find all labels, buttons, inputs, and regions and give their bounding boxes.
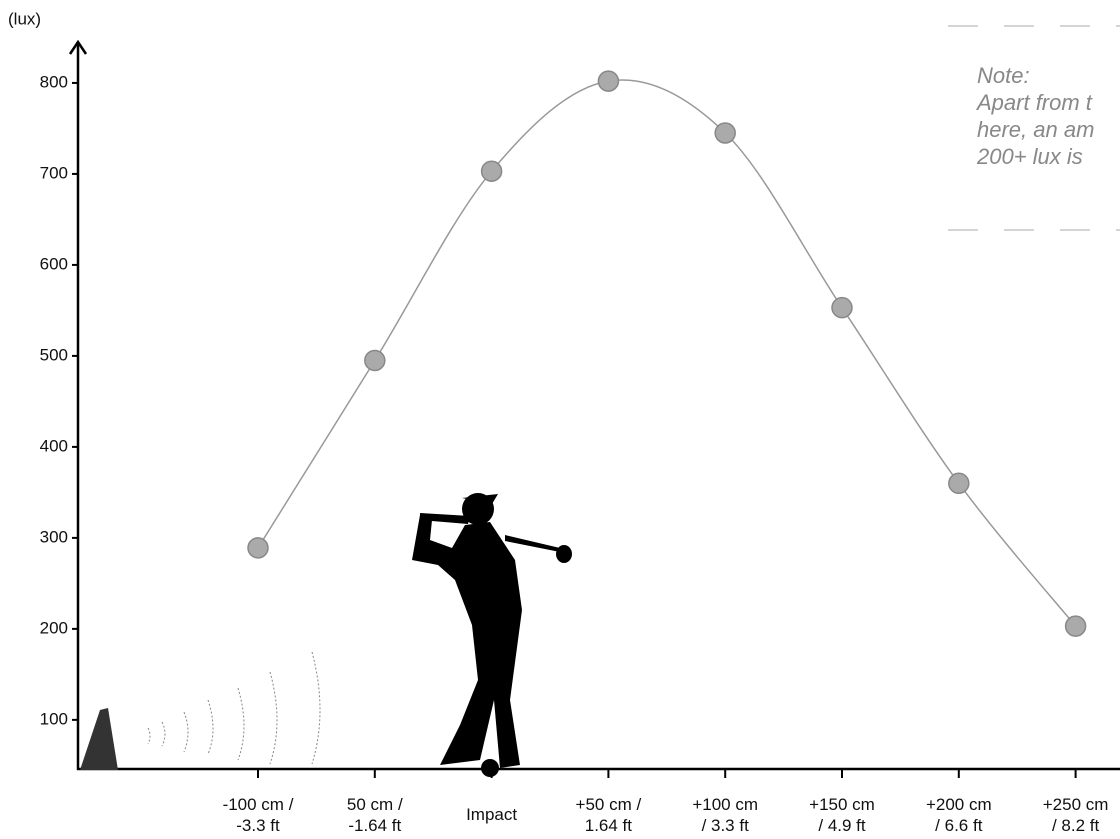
y-axis-label: (lux)	[8, 9, 41, 28]
golfer	[412, 493, 572, 777]
x-tick-label: +250 cm / 8.2 ft	[1021, 794, 1120, 836]
y-tick-label: 800	[40, 72, 68, 91]
y-tick-label: 700	[40, 163, 68, 182]
y-tick-label: 200	[40, 618, 68, 637]
x-tick-label: +200 cm / 6.6 ft	[904, 794, 1014, 836]
point	[832, 298, 852, 318]
x-tick-label: +50 cm / 1.64 ft	[553, 794, 663, 836]
light-icon	[80, 652, 320, 770]
note-line: Note:	[977, 62, 1094, 89]
point	[949, 473, 969, 493]
y-tick-label: 600	[40, 254, 68, 273]
note-line: Apart from t	[977, 89, 1094, 116]
y-tick-label: 400	[40, 436, 68, 455]
x-tick-label: -100 cm / -3.3 ft	[203, 794, 313, 836]
x-tick-label: +100 cm / 3.3 ft	[670, 794, 780, 836]
point	[248, 538, 268, 558]
note-line: here, an am	[977, 116, 1094, 143]
point	[365, 350, 385, 370]
x-tick-label: +150 cm / 4.9 ft	[787, 794, 897, 836]
point	[1066, 616, 1086, 636]
chart-svg: (lux) 100 200 300 400 500 600 700 800	[0, 0, 1120, 839]
point	[715, 123, 735, 143]
x-tick-label: 50 cm / -1.64 ft	[320, 794, 430, 836]
y-tick-label: 500	[40, 345, 68, 364]
chart: (lux) 100 200 300 400 500 600 700 800 Note:Apar…	[0, 0, 1120, 839]
x-tick-label: Impact	[437, 804, 547, 825]
y-tick-label: 100	[40, 709, 68, 728]
note-line: 200+ lux is	[977, 143, 1094, 170]
y-tick-label: 300	[40, 527, 68, 546]
point	[482, 161, 502, 181]
point	[598, 71, 618, 91]
